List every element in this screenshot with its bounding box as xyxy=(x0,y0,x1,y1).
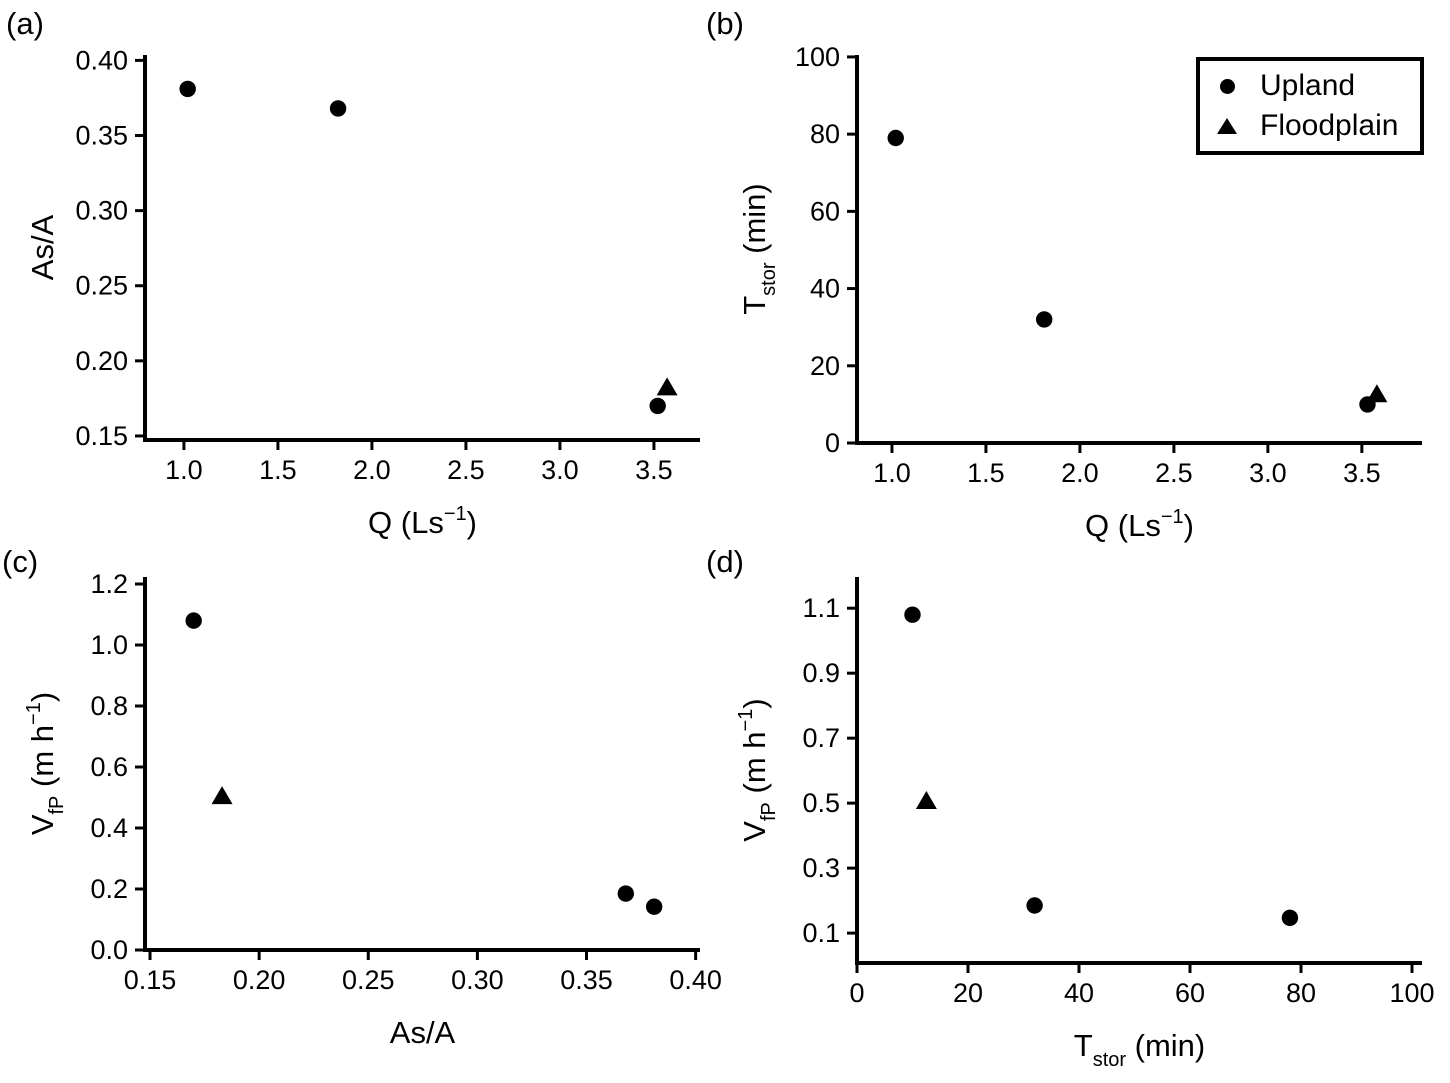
x-tick-label: 1.0 xyxy=(873,458,911,488)
y-axis-label: As/A xyxy=(25,214,60,280)
x-tick-label: 3.0 xyxy=(1249,458,1287,488)
x-tick-label: 3.5 xyxy=(635,455,673,485)
x-tick-label: 80 xyxy=(1286,978,1316,1008)
y-tick-label: 0.30 xyxy=(75,196,128,226)
data-point-upland xyxy=(904,606,921,623)
x-tick-label: 1.5 xyxy=(259,455,297,485)
x-tick-label: 40 xyxy=(1064,978,1094,1008)
legend-item-floodplain: Floodplain xyxy=(1216,111,1420,141)
y-axis-label: VfP (m h−1) xyxy=(735,698,780,841)
x-axis-label: Q (Ls−1) xyxy=(368,503,477,540)
x-tick-label: 1.0 xyxy=(165,455,203,485)
y-tick-label: 80 xyxy=(810,119,840,149)
panel-b-letter: (b) xyxy=(706,6,744,41)
triangle-marker-icon xyxy=(1217,118,1237,134)
circle-marker-icon xyxy=(1219,78,1235,94)
y-tick-label: 0.15 xyxy=(75,421,128,451)
data-point-upland xyxy=(1036,311,1053,328)
data-point-upland xyxy=(179,80,196,98)
y-tick-label: 0.35 xyxy=(75,121,128,151)
y-tick-label: 0.0 xyxy=(90,935,128,965)
legend-label-floodplain: Floodplain xyxy=(1260,109,1399,142)
y-tick-label: 20 xyxy=(810,351,840,381)
y-tick-label: 0.7 xyxy=(802,723,840,753)
x-tick-label: 0.35 xyxy=(560,965,613,995)
x-axis-label: Q (Ls−1) xyxy=(1085,506,1194,543)
data-point-upland xyxy=(185,612,202,629)
x-axis-label: As/A xyxy=(390,1015,456,1050)
x-tick-label: 1.5 xyxy=(967,458,1005,488)
data-point-floodplain xyxy=(1366,384,1388,403)
data-point-upland xyxy=(645,898,663,915)
data-point-upland xyxy=(1281,909,1299,927)
panel-c-letter: (c) xyxy=(2,544,39,579)
y-tick-label: 1.2 xyxy=(90,569,128,599)
x-tick-label: 0.15 xyxy=(124,965,177,995)
x-tick-label: 0.25 xyxy=(342,965,395,995)
panel-a-letter: (a) xyxy=(6,6,44,41)
y-tick-label: 1.0 xyxy=(90,630,128,660)
axes-panel-c xyxy=(143,577,700,952)
x-tick-label: 2.0 xyxy=(353,455,391,485)
data-point-floodplain xyxy=(915,791,937,810)
axes-panel-d xyxy=(855,577,1422,965)
y-tick-label: 60 xyxy=(810,196,840,226)
y-tick-label: 0.8 xyxy=(90,691,128,721)
y-tick-label: 0.25 xyxy=(75,271,128,301)
y-tick-label: 0.1 xyxy=(802,918,840,948)
y-tick-label: 0.2 xyxy=(90,874,128,904)
data-point-upland xyxy=(649,397,666,415)
x-tick-label: 100 xyxy=(1389,978,1434,1008)
y-tick-label: 0.9 xyxy=(802,658,840,688)
x-tick-label: 60 xyxy=(1175,978,1205,1008)
data-point-upland xyxy=(329,100,347,117)
y-tick-label: 0.4 xyxy=(90,813,128,843)
data-point-floodplain xyxy=(211,786,233,805)
legend-item-upland: Upland xyxy=(1216,71,1420,101)
y-tick-label: 1.1 xyxy=(802,593,840,623)
axes-panel-a xyxy=(143,55,700,442)
x-tick-label: 20 xyxy=(953,978,983,1008)
panel-d-letter: (d) xyxy=(706,544,744,579)
y-tick-label: 0.5 xyxy=(802,788,840,818)
legend-marker-cell xyxy=(1216,118,1238,134)
legend: Upland Floodplain xyxy=(1196,57,1424,155)
x-axis-label: Tstor (min) xyxy=(1074,1028,1206,1071)
data-point-floodplain xyxy=(656,377,678,396)
y-tick-label: 0.20 xyxy=(75,346,128,376)
y-tick-label: 100 xyxy=(795,42,840,72)
y-tick-label: 0.40 xyxy=(75,45,128,75)
y-axis-label: Tstor (min) xyxy=(737,183,780,315)
x-tick-label: 3.0 xyxy=(541,455,579,485)
y-tick-label: 40 xyxy=(810,274,840,304)
data-point-upland xyxy=(1026,897,1043,914)
x-tick-label: 0.20 xyxy=(233,965,286,995)
x-tick-label: 3.5 xyxy=(1343,458,1381,488)
x-tick-label: 2.0 xyxy=(1061,458,1099,488)
x-tick-label: 2.5 xyxy=(1155,458,1193,488)
y-axis-label: VfP (m h−1) xyxy=(23,692,68,835)
data-point-upland xyxy=(617,885,634,902)
legend-label-upland: Upland xyxy=(1260,69,1356,102)
x-tick-label: 0 xyxy=(849,978,864,1008)
x-tick-label: 0.40 xyxy=(669,965,722,995)
legend-marker-cell xyxy=(1216,78,1238,94)
y-tick-label: 0.3 xyxy=(802,853,840,883)
data-point-upland xyxy=(887,129,904,147)
y-tick-label: 0 xyxy=(825,428,840,458)
x-tick-label: 0.30 xyxy=(451,965,504,995)
x-tick-label: 2.5 xyxy=(447,455,485,485)
y-tick-label: 0.6 xyxy=(90,752,128,782)
